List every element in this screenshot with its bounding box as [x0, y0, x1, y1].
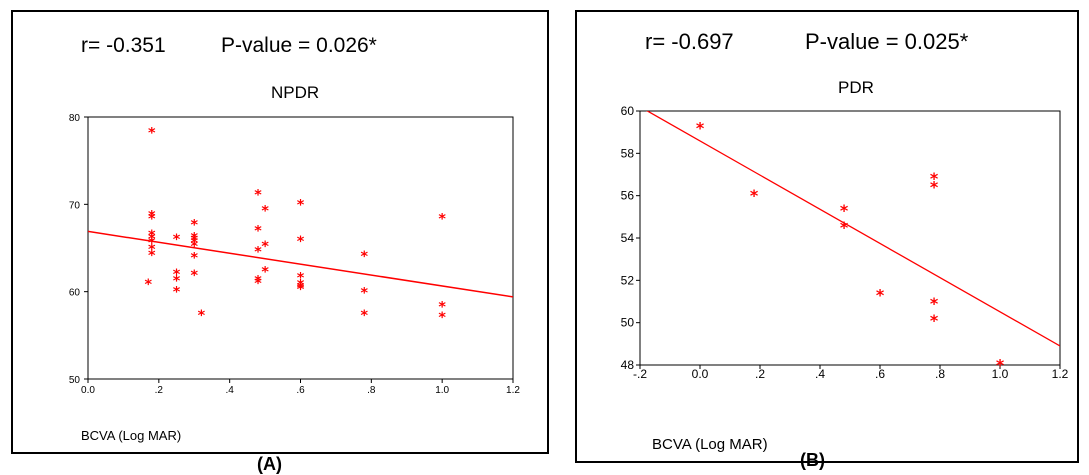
- data-point: *: [360, 249, 368, 265]
- data-point: *: [148, 211, 156, 227]
- x-tick-label: 1.2: [1052, 367, 1069, 381]
- data-point: *: [261, 239, 269, 255]
- panel-a: r= -0.351 P-value = 0.026* NPDR 0.0 .2 .4.…: [11, 10, 549, 454]
- y-tick-label: 80: [69, 113, 81, 124]
- data-point: *: [438, 211, 446, 227]
- data-point: *: [750, 186, 759, 205]
- x-tick-label: .4: [225, 385, 234, 396]
- x-tick-label: 0.0: [81, 385, 95, 396]
- x-tick-label: 1.0: [435, 385, 449, 396]
- data-point: *: [261, 265, 269, 281]
- data-point: *: [438, 310, 446, 326]
- data-point: *: [996, 356, 1005, 375]
- data-point: *: [144, 277, 152, 293]
- y-tick-label: 60: [69, 288, 81, 299]
- chart-title: PDR: [838, 78, 874, 97]
- y-tick-label: 58: [621, 146, 635, 160]
- data-point: *: [297, 282, 305, 298]
- data-point: *: [297, 234, 305, 250]
- x-axis-label: BCVA (Log MAR): [81, 428, 182, 443]
- data-point: *: [148, 231, 156, 247]
- x-tick-label: .6: [875, 367, 885, 381]
- y-tick-label: 50: [69, 375, 81, 386]
- x-tick-label: .4: [815, 367, 825, 381]
- regression-line: [88, 230, 513, 298]
- data-point: *: [254, 223, 262, 239]
- data-point: *: [190, 251, 198, 267]
- data-point: *: [190, 236, 198, 252]
- x-axis-label: BCVA (Log MAR): [652, 436, 768, 453]
- x-tick-label: 1.0: [992, 367, 1009, 381]
- x-tick-label: .2: [755, 367, 765, 381]
- p-value-label: P-value = 0.025*: [805, 29, 969, 54]
- data-point: *: [148, 248, 156, 264]
- scatter-plot-a: 0.0.2.4.6.8 1.0 1.250607080***************…: [69, 113, 521, 396]
- data-point: *: [930, 311, 939, 330]
- data-point: *: [930, 169, 939, 188]
- data-point: *: [190, 268, 198, 284]
- correlation-r-label: r= -0.351: [81, 34, 166, 57]
- x-tick-label: .6: [296, 385, 305, 396]
- data-point: *: [198, 308, 206, 324]
- y-tick-label: 54: [621, 231, 635, 245]
- panel-a-caption: (A): [257, 454, 282, 474]
- data-point: *: [876, 286, 885, 305]
- data-point: *: [254, 244, 262, 260]
- data-point: *: [148, 242, 156, 258]
- data-point: *: [261, 203, 269, 219]
- data-point: *: [190, 217, 198, 233]
- data-point: *: [840, 218, 849, 237]
- y-tick-label: 56: [621, 189, 635, 203]
- data-point: *: [190, 239, 198, 255]
- data-point: *: [930, 178, 939, 197]
- data-point: *: [360, 308, 368, 324]
- data-point: *: [148, 236, 156, 252]
- data-point: *: [930, 294, 939, 313]
- x-tick-label: .8: [367, 385, 376, 396]
- data-point: *: [438, 299, 446, 315]
- data-point: *: [297, 271, 305, 287]
- data-point: *: [148, 126, 156, 142]
- panel-b: r= -0.697 P-value = 0.025* PDR -.2 0.0 .2.…: [575, 10, 1079, 463]
- y-tick-label: 48: [621, 358, 635, 372]
- y-tick-label: 50: [621, 316, 635, 330]
- data-point: *: [696, 118, 705, 137]
- x-tick-label: 1.2: [506, 385, 520, 396]
- data-point: *: [297, 278, 305, 294]
- p-value-label: P-value = 0.026*: [221, 34, 377, 57]
- data-point: *: [254, 276, 262, 292]
- y-tick-label: 60: [621, 104, 635, 118]
- data-point: *: [254, 273, 262, 289]
- data-point: *: [148, 228, 156, 244]
- chart-title: NPDR: [271, 83, 320, 102]
- x-tick-label: .2: [155, 385, 164, 396]
- regression-line: [646, 111, 1060, 347]
- scatter-plot-b: -.2 0.0.2.4.6.8 1.0 1.248505254565860******…: [621, 104, 1069, 381]
- y-tick-label: 52: [621, 273, 635, 287]
- data-point: *: [190, 230, 198, 246]
- data-point: *: [840, 201, 849, 220]
- data-point: *: [148, 209, 156, 225]
- x-tick-label: .8: [935, 367, 945, 381]
- correlation-r-label: r= -0.697: [645, 29, 734, 54]
- plot-frame: [639, 110, 1061, 366]
- data-point: *: [190, 233, 198, 249]
- x-tick-label: 0.0: [692, 367, 709, 381]
- data-point: *: [360, 285, 368, 301]
- panel-b-caption: (B): [800, 450, 825, 470]
- y-tick-label: 70: [69, 200, 81, 211]
- data-point: *: [173, 267, 181, 283]
- data-point: *: [173, 285, 181, 301]
- data-point: *: [297, 197, 305, 213]
- data-point: *: [254, 188, 262, 204]
- data-point: *: [173, 232, 181, 248]
- data-point: *: [297, 280, 305, 296]
- x-tick-label: -.2: [633, 367, 647, 381]
- data-point: *: [173, 273, 181, 289]
